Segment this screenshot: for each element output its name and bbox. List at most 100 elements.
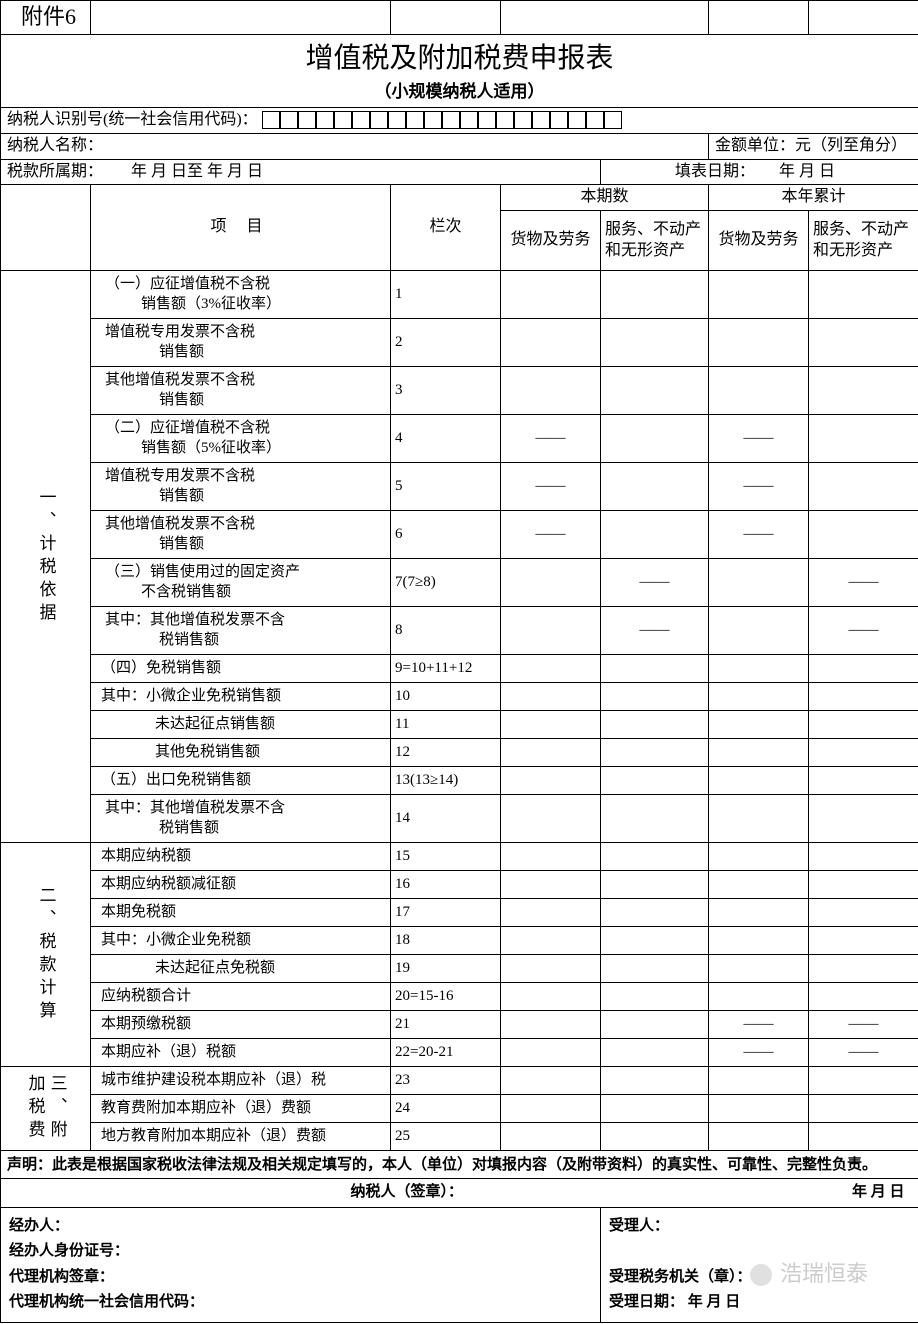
value-cell[interactable] (709, 739, 809, 767)
value-cell[interactable]: —— (601, 607, 709, 655)
value-cell[interactable] (501, 1067, 601, 1095)
value-cell[interactable] (709, 767, 809, 795)
value-cell[interactable] (709, 1095, 809, 1123)
value-cell[interactable] (501, 983, 601, 1011)
value-cell[interactable]: —— (709, 1011, 809, 1039)
value-cell[interactable] (501, 739, 601, 767)
value-cell[interactable] (601, 1011, 709, 1039)
value-cell[interactable] (809, 319, 918, 367)
value-cell[interactable] (709, 795, 809, 843)
value-cell[interactable]: —— (501, 463, 601, 511)
value-cell[interactable]: —— (809, 1011, 918, 1039)
value-cell[interactable] (709, 655, 809, 683)
value-cell[interactable] (501, 711, 601, 739)
value-cell[interactable] (709, 367, 809, 415)
value-cell[interactable] (601, 955, 709, 983)
value-cell[interactable] (809, 795, 918, 843)
value-cell[interactable] (809, 899, 918, 927)
value-cell[interactable] (501, 1095, 601, 1123)
value-cell[interactable] (601, 843, 709, 871)
value-cell[interactable] (809, 655, 918, 683)
value-cell[interactable] (709, 683, 809, 711)
taxpayer-id-boxes[interactable] (262, 110, 622, 131)
value-cell[interactable] (601, 511, 709, 559)
value-cell[interactable] (501, 871, 601, 899)
value-cell[interactable] (601, 415, 709, 463)
value-cell[interactable] (709, 983, 809, 1011)
value-cell[interactable] (601, 739, 709, 767)
value-cell[interactable] (601, 1039, 709, 1067)
value-cell[interactable]: —— (601, 559, 709, 607)
value-cell[interactable] (709, 711, 809, 739)
value-cell[interactable]: —— (501, 415, 601, 463)
value-cell[interactable] (501, 559, 601, 607)
value-cell[interactable] (709, 927, 809, 955)
value-cell[interactable] (809, 271, 918, 319)
value-cell[interactable] (601, 683, 709, 711)
value-cell[interactable] (709, 559, 809, 607)
value-cell[interactable] (501, 927, 601, 955)
value-cell[interactable] (809, 767, 918, 795)
value-cell[interactable]: —— (709, 415, 809, 463)
value-cell[interactable] (501, 767, 601, 795)
value-cell[interactable] (709, 899, 809, 927)
value-cell[interactable] (501, 1011, 601, 1039)
value-cell[interactable] (809, 367, 918, 415)
value-cell[interactable] (601, 463, 709, 511)
value-cell[interactable] (501, 899, 601, 927)
value-cell[interactable] (501, 843, 601, 871)
value-cell[interactable] (809, 983, 918, 1011)
value-cell[interactable] (601, 983, 709, 1011)
value-cell[interactable] (601, 795, 709, 843)
value-cell[interactable] (601, 367, 709, 415)
value-cell[interactable] (601, 1067, 709, 1095)
value-cell[interactable] (809, 927, 918, 955)
value-cell[interactable] (809, 683, 918, 711)
value-cell[interactable] (809, 511, 918, 559)
value-cell[interactable] (501, 955, 601, 983)
value-cell[interactable]: —— (501, 511, 601, 559)
value-cell[interactable]: —— (809, 559, 918, 607)
value-cell[interactable] (809, 739, 918, 767)
value-cell[interactable] (601, 655, 709, 683)
value-cell[interactable] (809, 463, 918, 511)
value-cell[interactable] (501, 271, 601, 319)
value-cell[interactable] (809, 1095, 918, 1123)
value-cell[interactable] (501, 655, 601, 683)
value-cell[interactable] (709, 843, 809, 871)
value-cell[interactable] (709, 607, 809, 655)
value-cell[interactable]: —— (809, 1039, 918, 1067)
value-cell[interactable] (501, 1123, 601, 1151)
value-cell[interactable] (501, 367, 601, 415)
value-cell[interactable] (709, 1067, 809, 1095)
value-cell[interactable] (601, 927, 709, 955)
value-cell[interactable] (601, 767, 709, 795)
value-cell[interactable] (601, 271, 709, 319)
value-cell[interactable]: —— (709, 1039, 809, 1067)
value-cell[interactable] (601, 711, 709, 739)
value-cell[interactable] (601, 899, 709, 927)
value-cell[interactable] (809, 1123, 918, 1151)
value-cell[interactable] (501, 319, 601, 367)
value-cell[interactable]: —— (709, 511, 809, 559)
value-cell[interactable] (501, 607, 601, 655)
value-cell[interactable] (601, 319, 709, 367)
value-cell[interactable]: —— (709, 463, 809, 511)
value-cell[interactable] (501, 1039, 601, 1067)
value-cell[interactable] (809, 415, 918, 463)
value-cell[interactable] (709, 271, 809, 319)
value-cell[interactable] (809, 711, 918, 739)
value-cell[interactable] (709, 1123, 809, 1151)
value-cell[interactable] (809, 871, 918, 899)
value-cell[interactable] (501, 683, 601, 711)
value-cell[interactable] (601, 1095, 709, 1123)
value-cell[interactable] (709, 871, 809, 899)
value-cell[interactable] (601, 1123, 709, 1151)
value-cell[interactable] (709, 955, 809, 983)
value-cell[interactable] (601, 871, 709, 899)
value-cell[interactable] (709, 319, 809, 367)
value-cell[interactable] (809, 1067, 918, 1095)
value-cell[interactable]: —— (809, 607, 918, 655)
value-cell[interactable] (501, 795, 601, 843)
value-cell[interactable] (809, 843, 918, 871)
